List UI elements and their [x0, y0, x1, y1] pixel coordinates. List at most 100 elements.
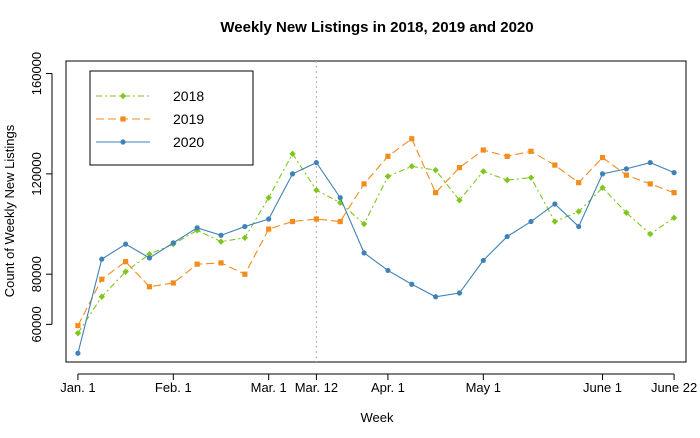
legend-item-2019: 2019 [96, 111, 204, 127]
data-point [647, 159, 653, 166]
y-tick-label: 80000 [29, 256, 44, 292]
data-point [265, 194, 272, 201]
legend-label: 2019 [173, 111, 204, 127]
x-tick-label: June 1 [583, 380, 622, 395]
x-tick-label: Apr. 1 [371, 380, 405, 395]
legend-marker [120, 139, 126, 145]
data-point [670, 214, 678, 221]
x-tick-label: May 1 [466, 380, 501, 395]
series-line [77, 152, 675, 334]
y-axis: 60000 80000 120000 160000 [29, 52, 53, 342]
data-point [361, 181, 367, 187]
data-point [266, 226, 272, 232]
y-tick-label: 120000 [29, 152, 44, 195]
data-point [456, 197, 463, 204]
data-point [242, 271, 248, 277]
data-point [360, 220, 368, 228]
x-axis: Jan. 1 Feb. 1 Mar. 1 Mar. 12 Apr. 1 May 1 June… [60, 373, 697, 395]
data-point [385, 153, 391, 159]
data-point [552, 201, 558, 207]
series-2018 [74, 150, 678, 337]
legend-item-2018: 2018 [96, 88, 204, 104]
legend-label: 2020 [173, 134, 204, 150]
data-point [75, 323, 81, 329]
chart-title: Weekly New Listings in 2018, 2019 and 20… [220, 19, 533, 36]
data-point [409, 136, 415, 142]
data-point [146, 284, 153, 290]
data-point [480, 257, 486, 264]
data-point [504, 153, 510, 159]
data-point [623, 209, 630, 216]
data-point [575, 208, 582, 215]
data-point [456, 165, 463, 171]
data-point [623, 172, 629, 178]
data-point [433, 190, 439, 196]
data-point [218, 232, 224, 238]
data-point [647, 181, 653, 187]
data-point [98, 293, 105, 300]
y-tick-label: 60000 [29, 306, 44, 342]
data-point [123, 241, 129, 247]
data-point [432, 166, 439, 174]
data-point [170, 240, 176, 246]
legend-label: 2018 [173, 88, 204, 104]
data-point [385, 267, 391, 274]
legend-box [89, 70, 254, 166]
data-point [576, 223, 582, 230]
data-point [313, 159, 319, 166]
data-point [170, 280, 176, 286]
data-point [504, 233, 510, 240]
data-point [194, 261, 200, 267]
x-tick-label: Mar. 1 [251, 380, 287, 395]
series-line [77, 161, 675, 354]
x-tick-label: Mar. 12 [295, 380, 338, 395]
series-2020 [75, 159, 677, 356]
data-point [623, 166, 629, 172]
data-point [599, 184, 606, 191]
series-2019 [75, 136, 677, 329]
data-point [384, 173, 392, 180]
data-point [146, 250, 153, 258]
data-point [408, 163, 415, 170]
x-axis-label: Week [361, 410, 394, 425]
x-tick-label: Feb. 1 [155, 380, 192, 395]
series-layer [74, 136, 678, 356]
data-point [361, 250, 367, 256]
data-point [480, 168, 487, 175]
data-point [217, 238, 225, 245]
data-point [647, 230, 654, 238]
data-point [289, 150, 296, 158]
data-point [313, 186, 320, 194]
legend-marker [120, 116, 126, 122]
data-point [337, 195, 343, 201]
legend-marker [119, 92, 127, 100]
data-point [409, 281, 415, 287]
data-point [671, 190, 677, 196]
data-point [218, 260, 224, 266]
data-point [99, 276, 105, 282]
data-point [599, 154, 606, 161]
data-point [289, 171, 296, 177]
data-point [552, 162, 558, 168]
data-point [194, 225, 200, 231]
y-axis-label: Count of Weekly New Listings [2, 124, 17, 297]
data-point [146, 255, 153, 261]
data-point [122, 268, 129, 275]
data-point [528, 218, 534, 225]
data-point [289, 218, 296, 225]
data-point [337, 218, 343, 225]
data-point [266, 216, 272, 222]
data-point [527, 174, 535, 181]
legend-item-2020: 2020 [96, 134, 204, 150]
y-tick-label: 160000 [29, 52, 44, 95]
data-point [599, 171, 606, 177]
series-line [77, 137, 675, 326]
data-point [241, 234, 249, 242]
data-point [123, 259, 129, 265]
data-point [242, 223, 248, 230]
data-point [671, 170, 677, 176]
data-point [313, 216, 319, 222]
legend: 2018 2019 2020 [89, 70, 254, 166]
